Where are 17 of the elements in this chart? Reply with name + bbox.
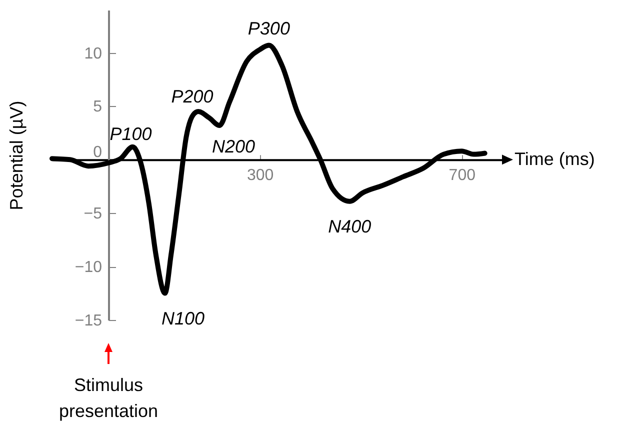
y-tick-label: 10	[84, 45, 102, 62]
annotation: N200	[212, 136, 256, 156]
x-tick-label: 700	[448, 167, 476, 184]
y-tick-label: −15	[74, 312, 102, 330]
annotation: P200	[171, 86, 214, 107]
annotation: P100	[110, 124, 152, 144]
annotation: P300	[248, 18, 290, 38]
annotation: N100	[161, 308, 205, 328]
y-tick-label: 5	[93, 98, 102, 116]
x-axis-title: Time (ms)	[514, 149, 595, 170]
y-tick-label: −10	[74, 259, 102, 276]
y-tick-label: −5	[84, 206, 102, 223]
y-axis-title: Potential (µV)	[6, 100, 26, 210]
x-tick-label: 300	[246, 167, 274, 184]
text: Stimulus presentation	[58, 375, 158, 421]
annotation: N400	[328, 216, 372, 236]
y-tick-label: 0	[93, 144, 102, 162]
